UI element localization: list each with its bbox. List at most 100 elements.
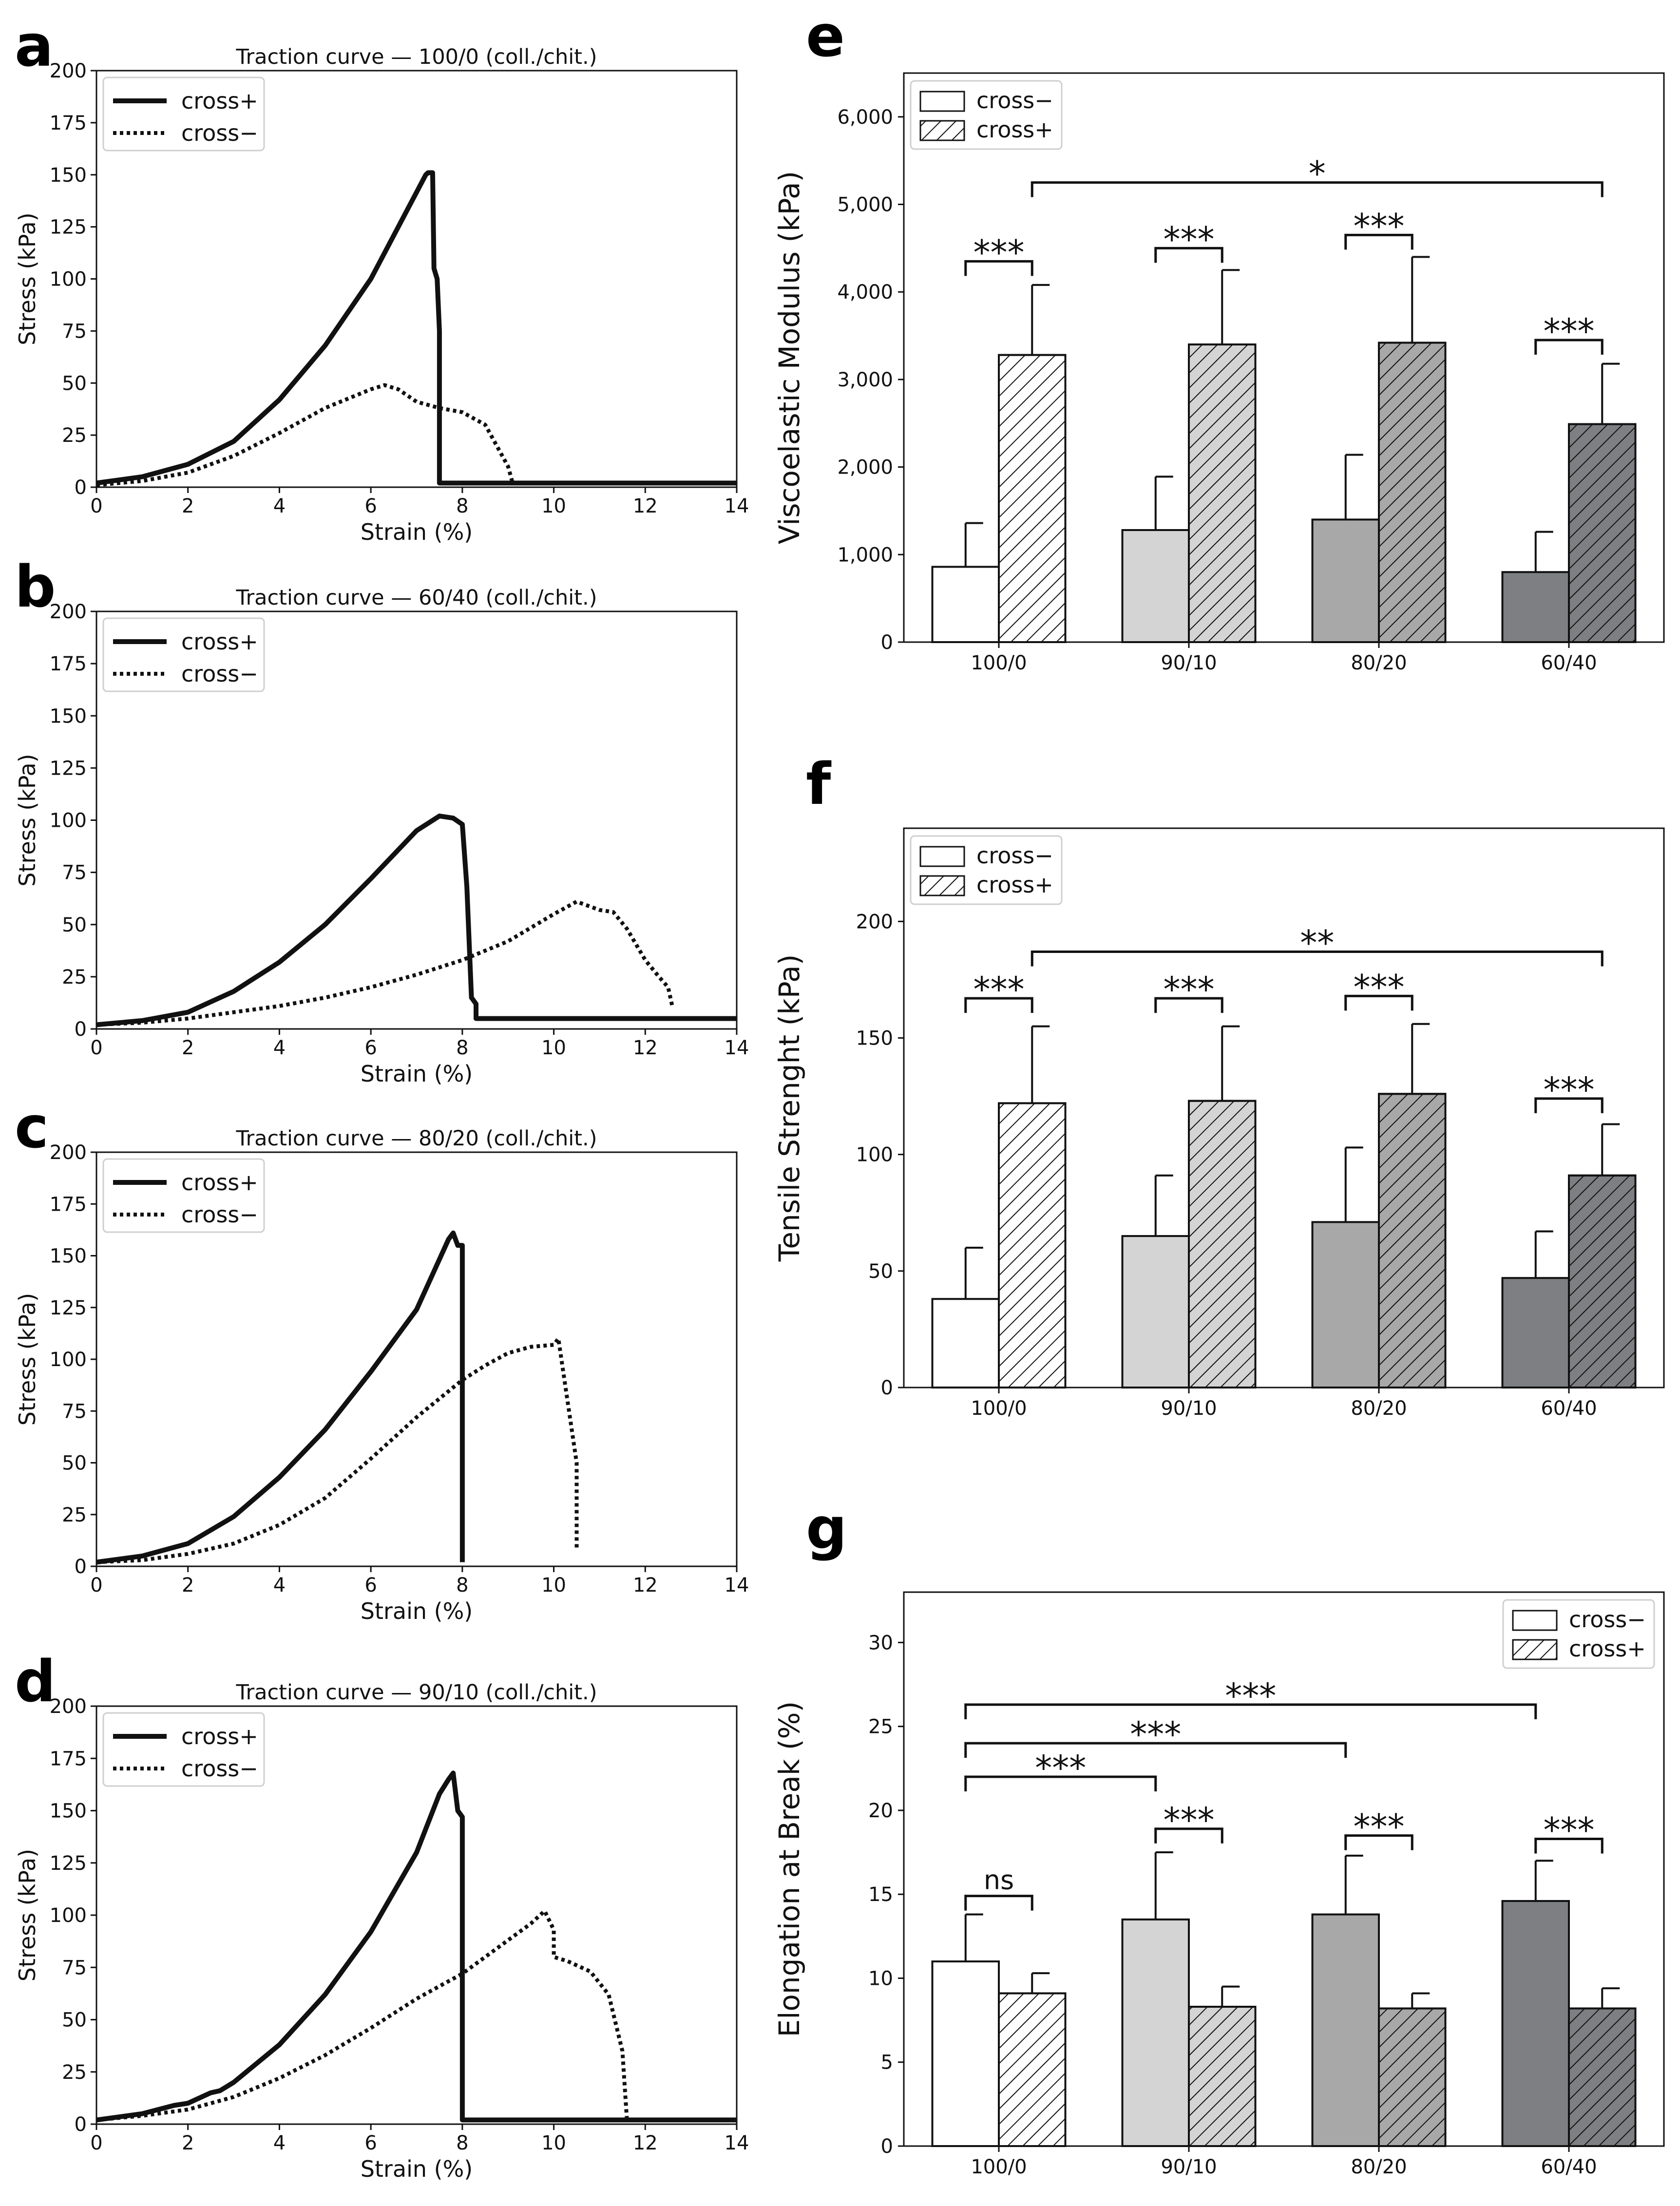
panel-label: c	[15, 1094, 49, 1161]
significance-bracket	[964, 1742, 1347, 1758]
bar-hatch	[1568, 2007, 1637, 2147]
legend-label: cross+	[181, 88, 258, 114]
y-tick-label: 50	[62, 914, 87, 936]
series-line-cross-minus	[96, 899, 675, 1027]
legend-swatch-hatch	[919, 120, 965, 141]
bar-hatch	[1378, 1093, 1447, 1389]
bar-cross-minus	[931, 1960, 1000, 2147]
series-line-cross-plus	[96, 813, 737, 1027]
x-tick-label: 12	[633, 495, 658, 517]
legend-swatch-hatch	[1512, 1639, 1558, 1660]
y-tick-label: 200	[50, 60, 87, 82]
x-tick-label: 6	[364, 1574, 377, 1597]
y-tick-label: 15	[868, 1883, 893, 1906]
x-tick-label: 2	[182, 1037, 194, 1059]
y-tick-label: 25	[868, 1716, 893, 1738]
y-tick-label: 25	[62, 966, 87, 989]
legend-swatch	[919, 91, 965, 112]
y-axis-label: Stress (kPa)	[14, 1293, 40, 1426]
bar-cross-minus	[931, 1298, 1000, 1389]
bar-cross-minus	[1311, 1913, 1380, 2148]
significance-label: ***	[1130, 1714, 1181, 1754]
bar-hatch	[1188, 2006, 1257, 2148]
x-tick-label: 90/10	[1161, 652, 1217, 674]
significance-label: ***	[1354, 967, 1405, 1007]
x-tick-label: 10	[541, 2132, 566, 2154]
y-tick-label: 200	[50, 601, 87, 623]
significance-bracket	[1534, 1837, 1604, 1854]
x-tick-label: 2	[182, 2132, 194, 2154]
y-tick-label: 125	[50, 757, 87, 780]
y-tick-label: 125	[50, 216, 87, 239]
y-tick-label: 75	[62, 320, 87, 342]
panel-label: g	[806, 1495, 847, 1562]
y-tick-label: 75	[62, 862, 87, 884]
legend-label: cross+	[181, 1169, 258, 1196]
y-tick-label: 150	[50, 1245, 87, 1268]
legend-label: cross−	[181, 120, 258, 146]
significance-label: ***	[1164, 970, 1215, 1009]
y-tick-label: 100	[50, 1349, 87, 1371]
panel-label: f	[806, 750, 832, 818]
y-tick-label: 0	[75, 2113, 87, 2136]
y-axis-label: Stress (kPa)	[14, 212, 40, 345]
x-tick-label: 4	[273, 1037, 286, 1059]
x-tick-label: 14	[725, 1574, 749, 1597]
panel-b: b Traction curve — 60/40 (coll./chit.) 0 2 4…	[14, 553, 749, 1087]
significance-bracket	[1031, 181, 1604, 197]
y-tick-label: 3,000	[837, 369, 893, 391]
x-tick-label: 4	[273, 495, 286, 517]
y-tick-label: 0	[75, 1556, 87, 1578]
x-tick-label: 10	[541, 1574, 566, 1597]
bar-hatch	[1568, 423, 1637, 643]
bar-hatch	[1188, 343, 1257, 643]
bar-hatch	[998, 1992, 1067, 2147]
y-tick-label: 150	[50, 164, 87, 187]
legend-label: cross−	[181, 661, 258, 687]
y-tick-label: 0	[75, 476, 87, 499]
x-tick-label: 12	[633, 1574, 658, 1597]
bar-hatch	[1378, 342, 1447, 643]
x-tick-label: 0	[90, 1574, 102, 1597]
legend-label: cross−	[181, 1201, 258, 1228]
significance-label: *	[1309, 154, 1326, 194]
legend-label: cross−	[976, 842, 1053, 869]
x-axis-label: Strain (%)	[361, 2156, 473, 2182]
bar-cross-minus	[1311, 1221, 1380, 1388]
x-tick-label: 8	[456, 495, 468, 517]
x-tick-label: 90/10	[1161, 2156, 1217, 2178]
x-tick-label: 14	[725, 1037, 749, 1059]
x-tick-label: 4	[273, 2132, 286, 2154]
bar-cross-minus	[1121, 1235, 1190, 1388]
significance-label: ***	[1354, 206, 1405, 246]
panel-d: d Traction curve — 90/10 (coll./chit.) 0 2 4…	[14, 1648, 749, 2182]
series-line-cross-minus	[96, 1909, 629, 2122]
x-tick-label: 12	[633, 1037, 658, 1059]
panel-c: c Traction curve — 80/20 (coll./chit.) 0 2 4…	[14, 1094, 749, 1624]
y-tick-label: 2,000	[837, 456, 893, 479]
bar-hatch	[1568, 1174, 1637, 1388]
y-tick-label: 20	[868, 1800, 893, 1822]
y-tick-label: 50	[868, 1260, 893, 1283]
y-tick-label: 100	[50, 268, 87, 291]
x-tick-label: 12	[633, 2132, 658, 2154]
bar-cross-minus	[1501, 571, 1570, 643]
panel-label: d	[15, 1648, 56, 1715]
y-tick-label: 25	[62, 2061, 87, 2084]
x-axis-label: Strain (%)	[361, 519, 473, 545]
y-tick-label: 4,000	[837, 281, 893, 304]
panel-label: b	[15, 553, 56, 620]
bar-cross-minus	[1311, 518, 1380, 644]
legend-label: cross+	[181, 1723, 258, 1750]
legend-label: cross+	[181, 628, 258, 655]
y-tick-label: 75	[62, 1400, 87, 1423]
plot-frame	[903, 1591, 1665, 2147]
y-tick-label: 200	[50, 1141, 87, 1164]
significance-label: ***	[1544, 311, 1595, 351]
series-line-cross-plus	[96, 1770, 737, 2123]
significance-bracket	[964, 1703, 1537, 1719]
legend-swatch	[919, 846, 965, 867]
y-tick-label: 0	[881, 631, 893, 654]
